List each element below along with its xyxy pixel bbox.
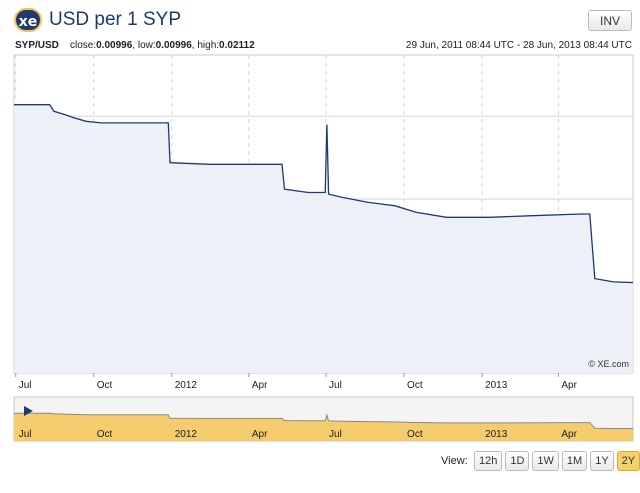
low-value: 0.00996 [155,40,192,51]
chart-title: USD per 1 SYP [49,9,181,30]
x-tick-label: Jul [329,380,342,391]
x-tick-label: Jul [19,380,32,391]
rate-stats: close:0.00996, low:0.00996, high:0.02112 [70,40,255,51]
watermark: © XE.com [588,359,629,369]
high-label: high: [197,40,220,51]
navigator-tick-label: Jul [19,429,32,440]
timeframe-button-1m[interactable]: 1M [561,451,588,471]
x-tick-label: Apr [561,380,577,391]
currency-pair: SYP/USD [15,40,59,51]
play-icon[interactable] [24,406,33,416]
main-chart[interactable]: 0.005000.010000.015000.02000© XE.com [13,54,634,374]
navigator-tick-label: Apr [561,429,577,440]
timeframe-button-1y[interactable]: 1Y [590,451,614,471]
navigator-tick-label: 2012 [175,429,198,440]
x-tick-label: 2013 [485,380,508,391]
navigator-tick-label: Oct [407,429,423,440]
x-tick-label: Oct [97,380,113,391]
navigator-area [14,413,633,441]
chart-svg: 0.005000.010000.015000.02000© XE.com Jul… [13,54,634,442]
navigator-tick-label: Apr [252,429,268,440]
timeframe-button-1d[interactable]: 1D [505,451,530,471]
close-value: 0.00996 [96,40,133,51]
timeframe-button-1w[interactable]: 1W [532,451,559,471]
date-range: 29 Jun, 2011 08:44 UTC - 28 Jun, 2013 08… [405,40,632,51]
timeframe-buttons: 12h 1D 1W 1M 1Y 2Y [474,451,640,471]
high-value: 0.02112 [219,40,255,51]
view-label: View: [441,455,468,467]
x-axis: Jul Oct 2012 Apr Jul Oct 2013 Apr [15,373,578,391]
xe-logo: xe [14,8,42,32]
invert-button[interactable]: INV [588,10,632,31]
navigator-tick-label: 2013 [485,429,508,440]
navigator-tick-label: Oct [97,429,113,440]
timeframe-button-12h[interactable]: 12h [474,451,503,471]
navigator-tick-label: Jul [329,429,342,440]
timeframe-button-2y[interactable]: 2Y [616,451,640,471]
low-label: low: [137,40,156,51]
series-area [14,104,633,373]
series-line [14,104,634,284]
x-tick-label: Apr [252,380,268,391]
navigator-line [14,412,633,429]
x-tick-label: Oct [407,380,423,391]
navigator[interactable]: Jul Oct 2012 Apr Jul Oct 2013 Apr [13,396,634,442]
x-tick-label: 2012 [175,380,198,391]
close-label: close: [70,40,97,51]
